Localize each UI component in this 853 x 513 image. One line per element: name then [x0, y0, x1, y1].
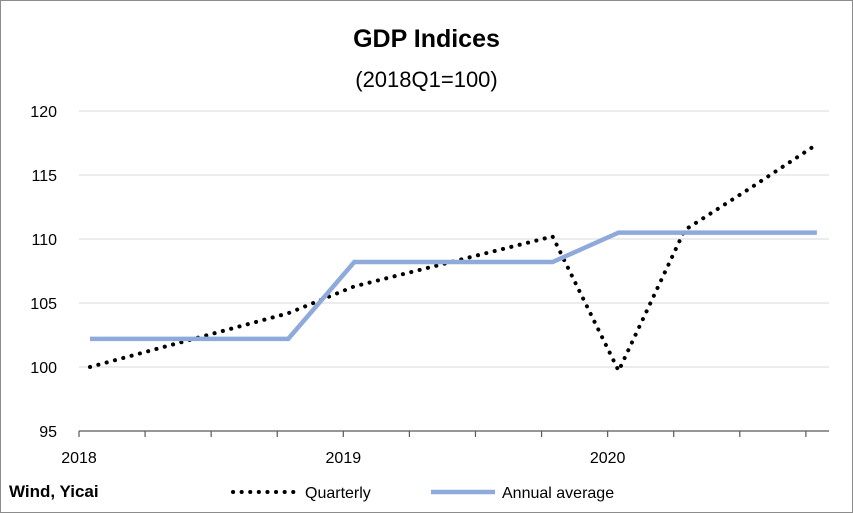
x-tick-label-2020: 2020	[590, 450, 626, 467]
y-tick-label-105: 105	[30, 296, 57, 313]
legend-label-annual-average: Annual average	[502, 485, 614, 502]
y-tick-label-100: 100	[30, 360, 57, 377]
source-note: Wind, Yicai	[9, 482, 99, 501]
y-tick-label-110: 110	[31, 232, 57, 249]
y-tick-label-115: 115	[31, 168, 57, 185]
y-tick-label-120: 120	[30, 104, 57, 121]
legend-label-quarterly: Quarterly	[305, 485, 371, 502]
x-tick-label-2019: 2019	[326, 450, 362, 467]
chart-subtitle: (2018Q1=100)	[355, 67, 498, 92]
series-line-1	[90, 230, 817, 342]
x-tick-label-2018: 2018	[61, 450, 97, 467]
chart-title: GDP Indices	[353, 25, 500, 53]
y-tick-label-95: 95	[39, 424, 57, 441]
